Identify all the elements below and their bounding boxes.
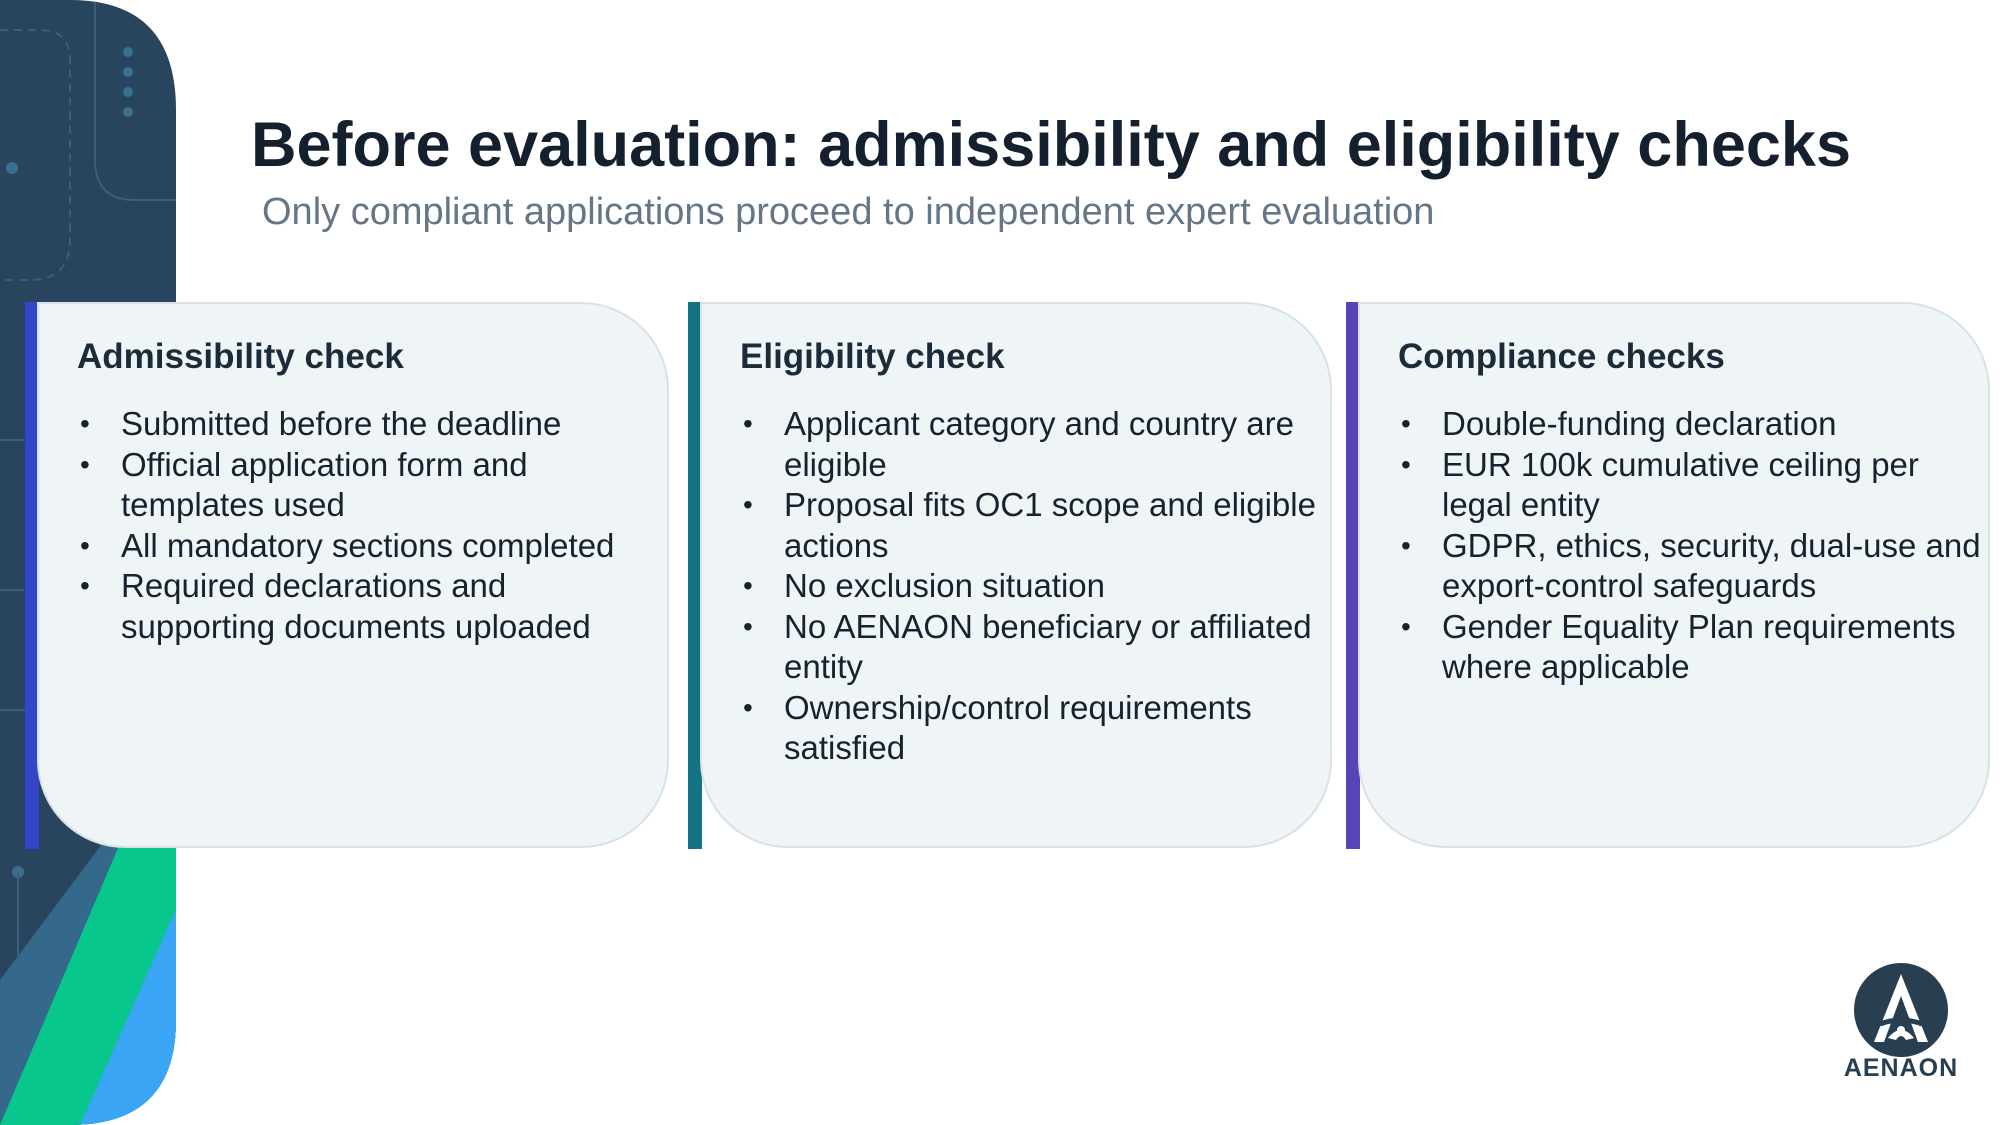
admissibility-card: Admissibility check • Submitted before th… xyxy=(37,302,669,848)
list-item: • Ownership/control requirements satisfie… xyxy=(743,688,1252,767)
bullet-icon: • xyxy=(80,529,90,561)
list-item: • Gender Equality Plan requirements where… xyxy=(1401,607,1956,686)
compliance-card: Compliance checks • Double-funding declar… xyxy=(1358,302,1990,848)
compliance-accent-bar xyxy=(1346,302,1360,849)
eligibility-list: • Applicant category and country are elig… xyxy=(740,404,1330,769)
admissibility-list: • Submitted before the deadline • Official… xyxy=(77,404,667,647)
eligibility-card-title: Eligibility check xyxy=(740,337,1005,376)
bullet-icon: • xyxy=(1401,610,1411,642)
logo-wordmark: AENAON xyxy=(1843,1054,1959,1082)
bullet-icon: • xyxy=(743,570,753,601)
bullet-icon: • xyxy=(1401,448,1411,480)
list-item: • All mandatory sections completed xyxy=(77,526,667,567)
bullet-icon: • xyxy=(743,691,753,723)
page-subtitle: Only compliant applications proceed to i… xyxy=(262,191,1435,233)
compliance-list: • Double-funding declaration • EUR 100k cu… xyxy=(1398,404,1988,688)
list-item: • Official application form and templates… xyxy=(80,445,528,524)
bullet-icon: • xyxy=(80,408,90,439)
bullet-icon: • xyxy=(743,610,753,642)
admissibility-card-title: Admissibility check xyxy=(77,337,404,376)
list-item: • EUR 100k cumulative ceiling per legal e… xyxy=(1401,445,1919,524)
list-item: • No AENAON beneficiary or affiliated ent… xyxy=(743,607,1312,686)
list-item: • GDPR, ethics, security, dual-use and ex… xyxy=(1401,526,1981,605)
eligibility-accent-bar xyxy=(688,302,702,849)
list-item: • No exclusion situation xyxy=(740,566,1330,607)
aenaon-logo-icon xyxy=(1854,963,1948,1057)
list-item: • Proposal fits OC1 scope and eligible ac… xyxy=(743,486,1316,564)
bullet-icon: • xyxy=(80,570,90,601)
compliance-card-title: Compliance checks xyxy=(1398,337,1725,376)
list-item: • Double-funding declaration xyxy=(1398,404,1988,445)
bullet-icon: • xyxy=(80,448,90,480)
bullet-icon: • xyxy=(1401,529,1411,561)
list-item: • Required declarations and supporting do… xyxy=(80,567,591,645)
admissibility-accent-bar xyxy=(25,302,39,849)
bullet-icon: • xyxy=(743,489,753,520)
bullet-icon: • xyxy=(1401,408,1411,439)
eligibility-card: Eligibility check • Applicant category an… xyxy=(700,302,1332,848)
bullet-icon: • xyxy=(743,408,753,439)
list-item: • Applicant category and country are elig… xyxy=(743,405,1294,483)
list-item: • Submitted before the deadline xyxy=(77,404,667,445)
page-title: Before evaluation: admissibility and eli… xyxy=(251,110,1851,180)
